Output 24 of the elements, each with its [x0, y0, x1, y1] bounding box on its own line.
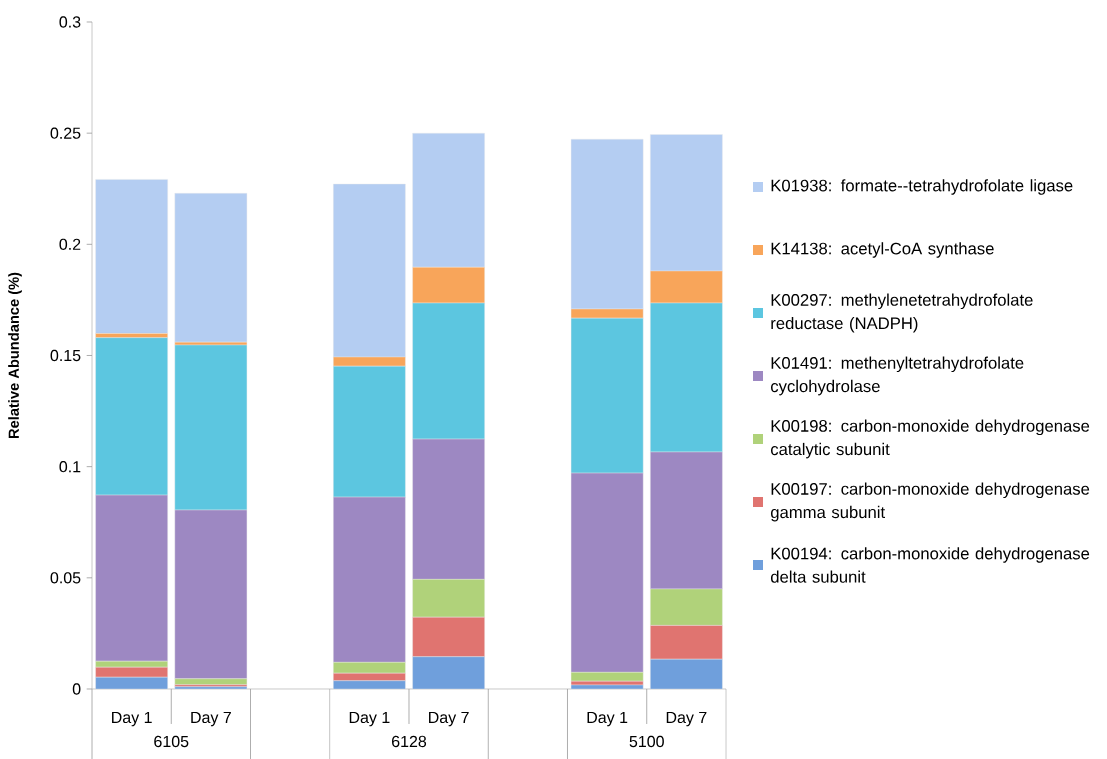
text: 6105	[154, 735, 189, 748]
legend-label: K00194: carbon-monoxide dehydrogenase delta subunit	[770, 547, 1090, 583]
x-tick-label: Day 1	[349, 711, 390, 727]
y-tick-label: 0.1	[59, 461, 81, 473]
y-axis-title: Relative Abundance (%)	[8, 272, 22, 439]
y-tick-label: 0.15	[50, 349, 81, 362]
text: 6128	[392, 735, 427, 748]
y-tick-label: 0.3	[59, 16, 81, 28]
x-tick-label: Day 1	[587, 711, 628, 727]
legend-label: K01938: formate--tetrahydrofolate ligase	[771, 179, 1073, 195]
y-tick-label: 0	[72, 683, 81, 695]
legend-label: K00198: carbon-monoxide dehydrogenase catalytic subunit	[770, 419, 1090, 459]
legend-label: K00297: methylenetetrahydrofolate reductase (NADPH)	[771, 293, 1033, 333]
legend-label: K00197: carbon-monoxide dehydrogenase gamma subunit	[770, 482, 1090, 522]
x-tick-label: Day 1	[112, 711, 152, 727]
x-tick-label: Day 7	[666, 711, 707, 727]
legend-label: K14138: acetyl-CoA synthase	[771, 242, 994, 258]
y-tick-label: 0.25	[50, 127, 81, 139]
x-tick-label: Day 7	[429, 711, 469, 727]
y-tick-label: 0.05	[50, 572, 81, 584]
text: 5100	[629, 735, 664, 748]
x-tick-label: Day 7	[191, 711, 231, 727]
legend-label: K01491: methenyltetrahydrofolate cyclohydrolase	[770, 356, 1024, 396]
y-tick-label: 0.2	[59, 238, 81, 250]
